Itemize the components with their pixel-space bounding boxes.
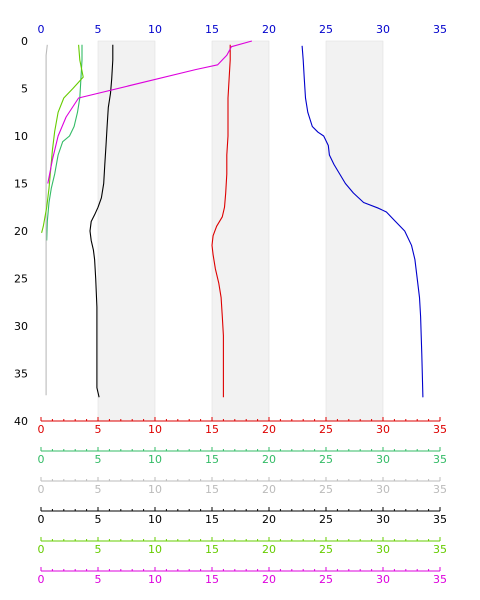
top-tick-label-2: 10 (148, 23, 162, 36)
depth-axis: 0 5 10 15 20 25 30 35 40 (14, 35, 28, 428)
depth-tick-label-7: 35 (14, 368, 28, 381)
bottom-tick-label-2-2: 10 (148, 483, 162, 496)
bottom-tick-label-1-3: 15 (205, 453, 219, 466)
depth-tick-label-3: 15 (14, 178, 28, 191)
bottom-tick-label-4-0: 0 (38, 543, 45, 556)
series-line-5 (41, 44, 84, 234)
series-line-6 (47, 40, 253, 184)
bottom-tick-label-5-5: 25 (319, 573, 333, 586)
bottom-tick-label-3-7: 35 (433, 513, 447, 526)
bottom-tick-label-2-6: 30 (376, 483, 390, 496)
bottom-tick-label-4-5: 25 (319, 543, 333, 556)
series-line-3 (45, 44, 48, 396)
bottom-tick-label-0-0: 0 (38, 423, 45, 436)
bottom-tick-label-2-5: 25 (319, 483, 333, 496)
top-tick-label-1: 5 (95, 23, 102, 36)
depth-tick-label-0: 0 (21, 35, 28, 48)
bottom-tick-label-1-7: 35 (433, 453, 447, 466)
bottom-tick-label-3-4: 20 (262, 513, 276, 526)
bottom-tick-label-1-4: 20 (262, 453, 276, 466)
depth-tick-label-1: 5 (21, 83, 28, 96)
top-tick-label-5: 25 (319, 23, 333, 36)
shaded-band-1 (211, 40, 270, 422)
bottom-tick-label-3-5: 25 (319, 513, 333, 526)
bottom-tick-label-5-7: 35 (433, 573, 447, 586)
top-tick-label-7: 35 (433, 23, 447, 36)
bottom-axis-5: 0 5 10 15 20 25 30 35 (38, 567, 447, 586)
bottom-tick-label-0-4: 20 (262, 423, 276, 436)
top-tick-label-3: 15 (205, 23, 219, 36)
bottom-tick-label-2-4: 20 (262, 483, 276, 496)
bottom-tick-label-3-2: 10 (148, 513, 162, 526)
bottom-tick-label-3-6: 30 (376, 513, 390, 526)
bottom-axis-2: 0 5 10 15 20 25 30 35 (38, 477, 447, 496)
depth-tick-label-4: 20 (14, 225, 28, 238)
shaded-bands (97, 40, 384, 422)
bottom-tick-label-2-1: 5 (95, 483, 102, 496)
bottom-tick-label-1-2: 10 (148, 453, 162, 466)
bottom-tick-label-4-3: 15 (205, 543, 219, 556)
shaded-band-2 (325, 40, 384, 422)
bottom-tick-label-5-2: 10 (148, 573, 162, 586)
bottom-tick-label-5-6: 30 (376, 573, 390, 586)
series-line-1 (211, 44, 231, 398)
bottom-tick-label-2-0: 0 (38, 483, 45, 496)
bottom-tick-label-5-1: 5 (95, 573, 102, 586)
bottom-tick-label-0-3: 15 (205, 423, 219, 436)
bottom-tick-label-5-3: 15 (205, 573, 219, 586)
bottom-axis-0: 0 5 10 15 20 25 30 35 (38, 417, 447, 436)
bottom-tick-label-4-7: 35 (433, 543, 447, 556)
bottom-axes: 0 5 10 15 20 25 30 35 0 5 10 15 20 25 30 35 0 5 10 15 20 25 30… (38, 417, 447, 586)
top-tick-label-0: 0 (38, 23, 45, 36)
bottom-tick-label-3-1: 5 (95, 513, 102, 526)
bottom-tick-label-4-2: 10 (148, 543, 162, 556)
bottom-tick-label-2-3: 15 (205, 483, 219, 496)
depth-tick-label-6: 30 (14, 320, 28, 333)
shaded-band-0 (97, 40, 156, 422)
bottom-tick-label-1-6: 30 (376, 453, 390, 466)
bottom-tick-label-1-0: 0 (38, 453, 45, 466)
bottom-tick-label-0-1: 5 (95, 423, 102, 436)
bottom-tick-label-0-2: 10 (148, 423, 162, 436)
bottom-tick-label-0-7: 35 (433, 423, 447, 436)
depth-tick-label-2: 10 (14, 130, 28, 143)
bottom-tick-label-1-1: 5 (95, 453, 102, 466)
series-line-4 (89, 44, 114, 398)
bottom-axis-1: 0 5 10 15 20 25 30 35 (38, 447, 447, 466)
series-line-2 (46, 44, 83, 241)
bottom-tick-label-0-6: 30 (376, 423, 390, 436)
top-tick-label-4: 20 (262, 23, 276, 36)
bottom-tick-label-1-5: 25 (319, 453, 333, 466)
bottom-tick-label-2-7: 35 (433, 483, 447, 496)
bottom-tick-label-5-4: 20 (262, 573, 276, 586)
bottom-tick-label-3-3: 15 (205, 513, 219, 526)
depth-tick-label-5: 25 (14, 273, 28, 286)
top-tick-label-6: 30 (376, 23, 390, 36)
bottom-axis-4: 0 5 10 15 20 25 30 35 (38, 537, 447, 556)
bottom-tick-label-3-0: 0 (38, 513, 45, 526)
bottom-axis-3: 0 5 10 15 20 25 30 35 (38, 507, 447, 526)
top-axis: 0 5 10 15 20 25 30 35 (38, 23, 448, 36)
depth-tick-label-8: 40 (14, 415, 28, 428)
series-layer (41, 40, 424, 398)
bottom-tick-label-4-1: 5 (95, 543, 102, 556)
bottom-tick-label-4-4: 20 (262, 543, 276, 556)
series-line-0 (301, 45, 424, 398)
bottom-tick-label-0-5: 25 (319, 423, 333, 436)
bottom-tick-label-5-0: 0 (38, 573, 45, 586)
bottom-tick-label-4-6: 30 (376, 543, 390, 556)
